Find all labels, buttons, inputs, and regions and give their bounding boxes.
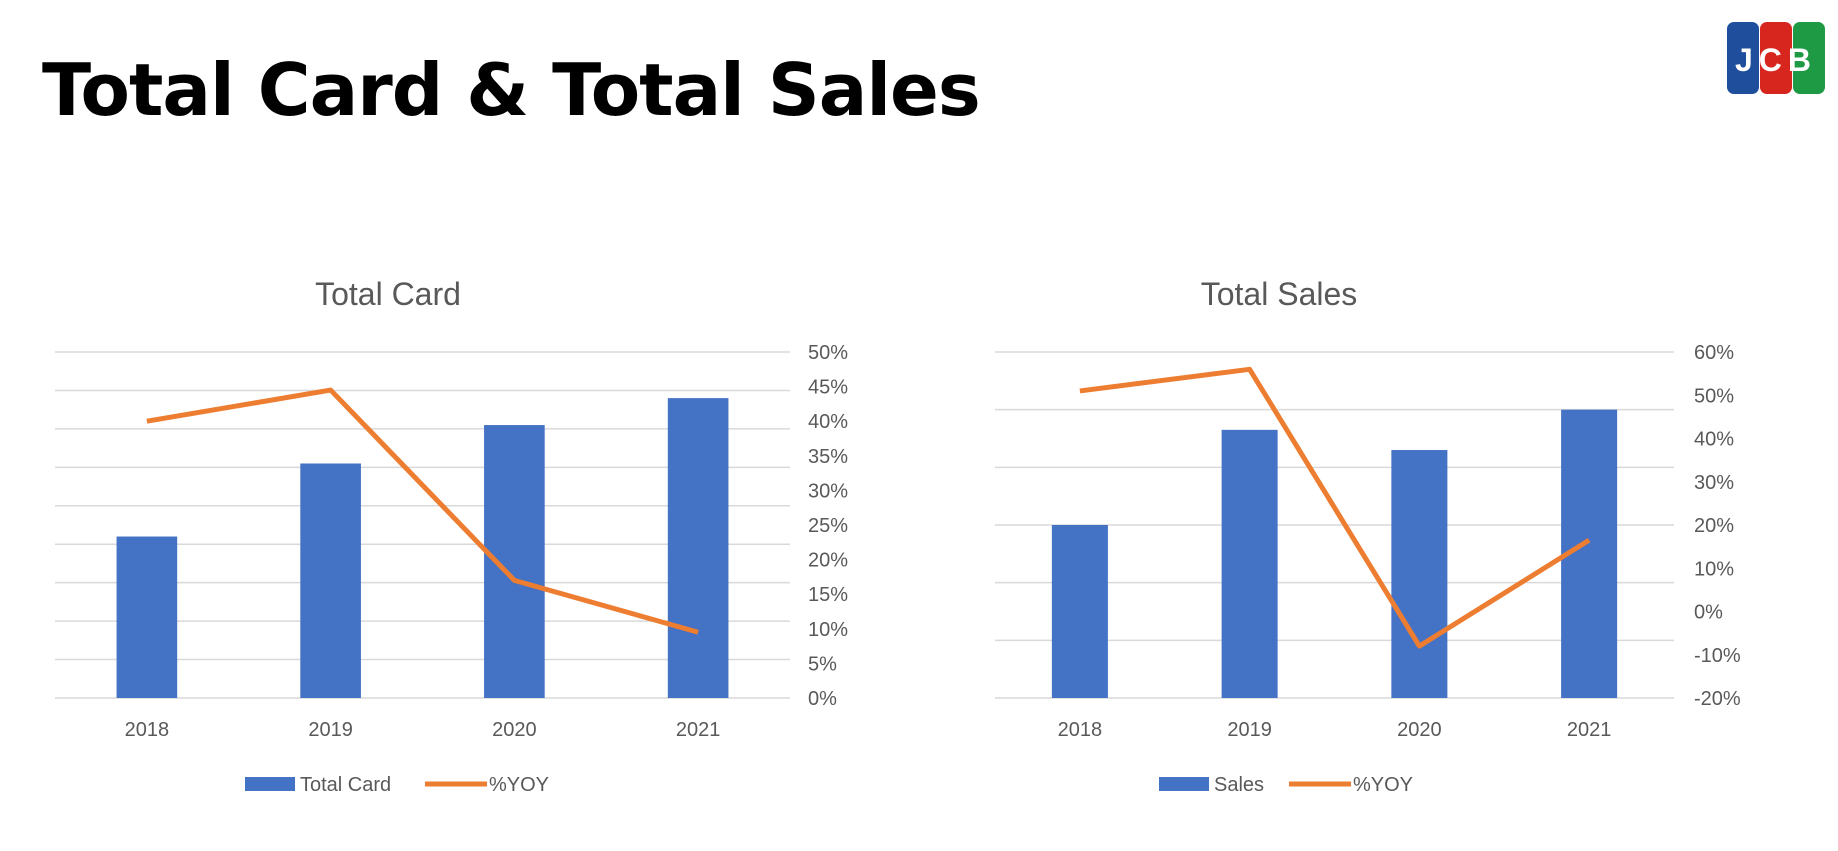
right-axis-tick-label: -10% [1694, 645, 1741, 667]
jcb-logo: JCB [1727, 22, 1825, 94]
legend-bar-swatch [245, 777, 295, 791]
bar [116, 536, 178, 698]
right-axis-tick-label: 10% [1694, 558, 1734, 580]
x-tick-label: 2020 [1397, 719, 1442, 741]
bar [1051, 525, 1108, 698]
x-tick-label: 2021 [676, 719, 721, 741]
right-axis-tick-label: -20% [1694, 688, 1741, 710]
legend-line-label: %YOY [489, 774, 549, 796]
right-axis-tick-label: 30% [808, 480, 848, 502]
logo-blue-panel [1727, 22, 1759, 94]
right-axis-tick-label: 20% [1694, 515, 1734, 537]
right-axis-tick-label: 40% [808, 411, 848, 433]
x-tick-label: 2021 [1567, 719, 1612, 741]
bar [667, 398, 729, 698]
page-title: Total Card & Total Sales [42, 48, 981, 132]
x-tick-label: 2018 [1058, 719, 1103, 741]
legend-bar-label: Sales [1214, 774, 1264, 796]
right-axis-tick-label: 35% [808, 446, 848, 468]
right-axis-tick-label: 15% [808, 584, 848, 606]
right-axis-tick-label: 30% [1694, 472, 1734, 494]
right-axis-tick-label: 10% [808, 619, 848, 641]
right-axis-tick-label: 5% [808, 653, 837, 675]
bar [300, 463, 361, 698]
bar [1391, 450, 1448, 698]
right-axis-tick-label: 40% [1694, 429, 1734, 451]
logo-green-panel [1793, 22, 1825, 94]
logo-red-panel [1760, 22, 1792, 94]
right-axis-tick-label: 25% [808, 515, 848, 537]
chart-title: Total Sales [1201, 276, 1358, 312]
bar [1221, 429, 1278, 698]
yoy-line [1079, 366, 1591, 649]
legend-bar-swatch [1159, 777, 1209, 791]
right-axis-tick-label: 50% [1694, 385, 1734, 407]
right-axis-tick-label: 0% [1694, 602, 1723, 624]
total-card-chart: Total Card 0% 5% 10% 15% 20% 25% 30% 35% 40% 45% 50… [55, 276, 848, 796]
x-tick-label: 2020 [492, 719, 537, 741]
right-axis-tick-label: 45% [808, 377, 848, 399]
right-axis-tick-label: 20% [808, 550, 848, 572]
right-axis-tick-label: 0% [808, 688, 837, 710]
chart-title: Total Card [315, 276, 461, 312]
x-tick-label: 2018 [125, 719, 170, 741]
right-axis-tick-label: 50% [808, 342, 848, 364]
yoy-line [146, 387, 699, 635]
logo-text: JCB [1735, 42, 1817, 78]
legend-bar-label: Total Card [300, 774, 391, 796]
total-sales-chart: Total Sales -20% -10% 0% 10% 20% 30% 40% 50% 60% 2… [995, 276, 1741, 796]
x-tick-label: 2019 [1227, 719, 1272, 741]
right-axis-tick-label: 60% [1694, 342, 1734, 364]
legend-line-label: %YOY [1353, 774, 1413, 796]
x-tick-label: 2019 [308, 719, 353, 741]
